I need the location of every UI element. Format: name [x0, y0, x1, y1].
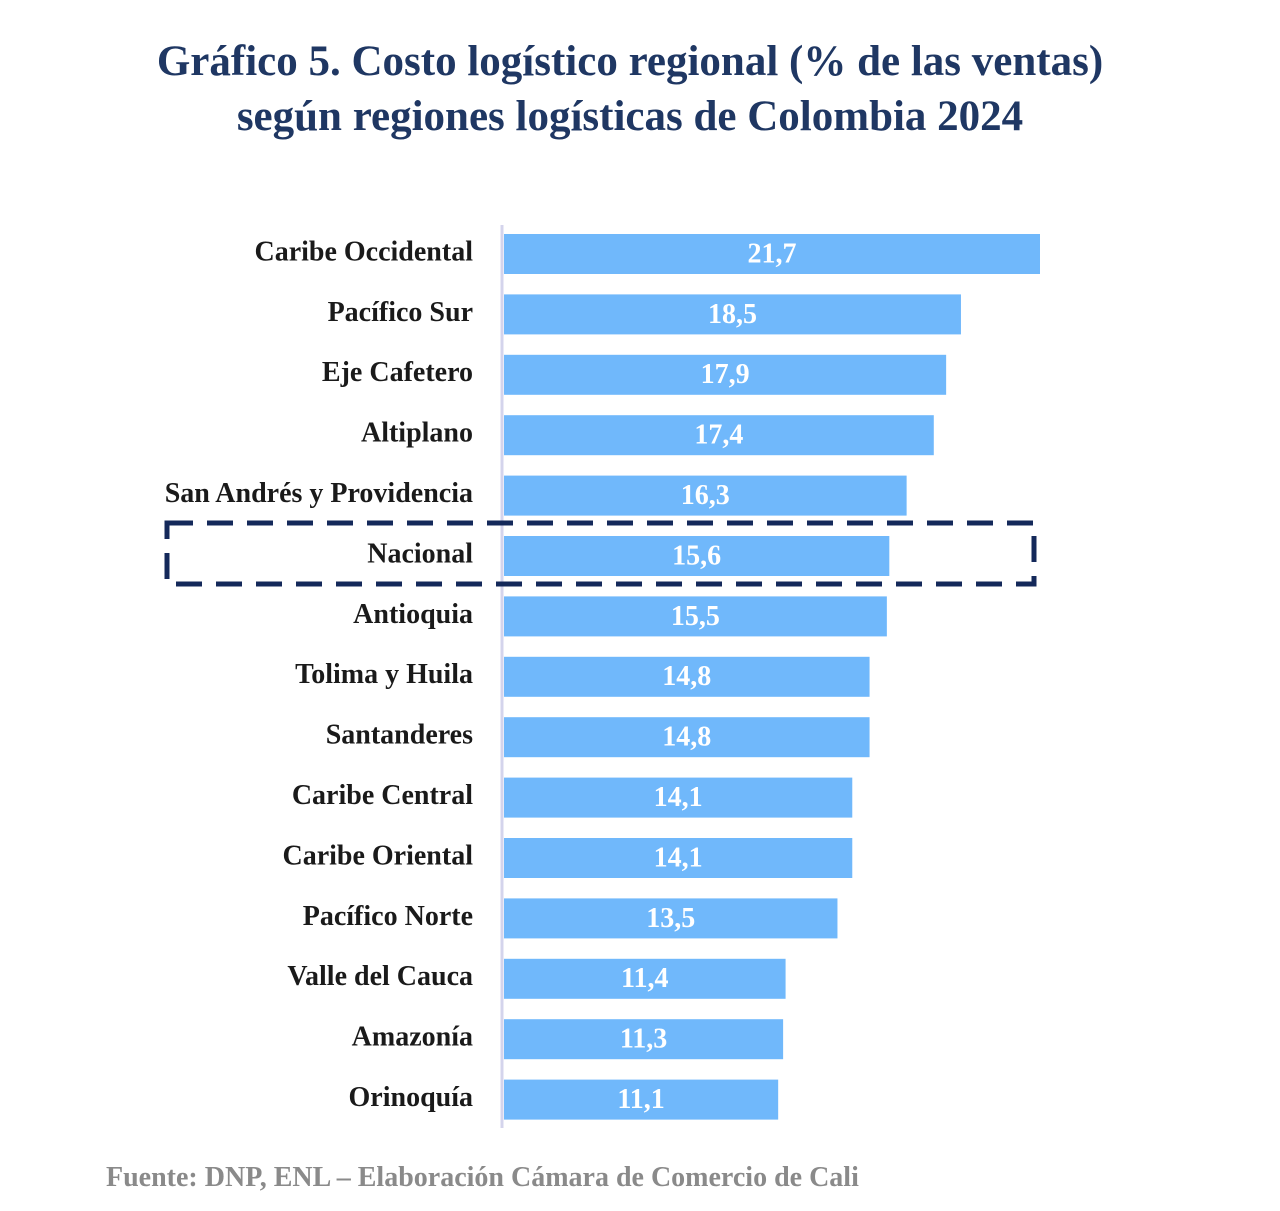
bar: [504, 354, 947, 395]
category-label: Pacífico Norte: [303, 901, 473, 932]
chart-title: Gráfico 5. Costo logístico regional (% d…: [156, 38, 1104, 140]
category-label: Caribe Oriental: [282, 840, 473, 871]
value-label: 14,8: [662, 722, 711, 753]
bar: [504, 294, 961, 335]
bar: [504, 1019, 784, 1060]
category-label: Antioquia: [353, 599, 473, 630]
bar: [504, 415, 934, 456]
bar: [504, 777, 853, 818]
category-label: Tolima y Huila: [295, 659, 473, 690]
bar: [504, 717, 870, 758]
value-label: 14,1: [654, 842, 703, 873]
value-label: 15,5: [671, 601, 720, 632]
bar: [504, 536, 890, 576]
value-label: 18,5: [708, 299, 757, 330]
category-label: Amazonía: [352, 1022, 473, 1053]
category-label: Orinoquía: [349, 1082, 473, 1113]
highlight-box: [164, 520, 1037, 587]
source-note: Fuente: DNP, ENL – Elaboración Cámara de…: [106, 1162, 859, 1193]
bar: [504, 1079, 779, 1120]
category-label: Altiplano: [361, 418, 473, 449]
category-label: Nacional: [367, 538, 473, 569]
category-label: Valle del Cauca: [287, 961, 473, 992]
value-label: 11,3: [620, 1024, 667, 1055]
bar: [504, 475, 907, 516]
value-label: 21,7: [748, 238, 797, 269]
bar: [504, 958, 786, 999]
category-label: Santanderes: [326, 720, 473, 751]
bar: [504, 656, 870, 697]
value-label: 11,1: [617, 1084, 664, 1115]
value-label: 14,1: [654, 782, 703, 813]
value-label: 13,5: [646, 903, 695, 934]
bar: [504, 898, 838, 939]
bar: [504, 234, 1040, 274]
value-label: 16,3: [681, 480, 730, 511]
value-label: 17,9: [701, 359, 750, 390]
category-label: Eje Cafetero: [322, 357, 473, 388]
category-label: Caribe Central: [292, 780, 473, 811]
value-label: 11,4: [621, 963, 668, 994]
bar: [504, 596, 887, 637]
value-label: 14,8: [662, 661, 711, 692]
category-label: San Andrés y Providencia: [165, 478, 473, 509]
value-label: 17,4: [694, 420, 743, 451]
value-label: 15,6: [672, 540, 721, 571]
category-label: Caribe Occidental: [254, 236, 473, 267]
category-label: Pacífico Sur: [328, 297, 473, 328]
bar: [504, 838, 853, 878]
chart: Caribe Occidental 21,7 Pacífico Sur 18,5 Eje…: [164, 225, 1040, 1128]
